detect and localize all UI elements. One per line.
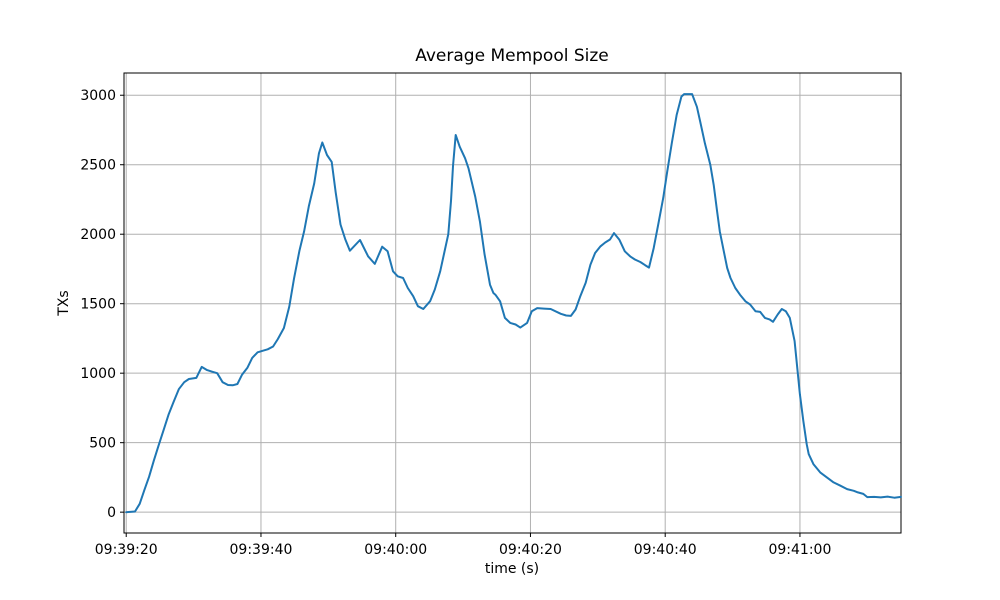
x-tick-label: 09:39:40 (230, 542, 293, 558)
y-tick-label: 500 (89, 436, 116, 452)
y-tick-label: 0 (107, 505, 116, 521)
axis-ticks (120, 94, 801, 537)
x-tick-label: 09:40:00 (364, 542, 427, 558)
y-tick-label: 1000 (80, 366, 116, 382)
y-tick-label: 2500 (80, 158, 116, 174)
mempool-size-line (125, 93, 902, 514)
x-axis-label: time (s) (485, 561, 539, 577)
y-tick-label: 1500 (80, 297, 116, 313)
x-tick-label: 09:41:00 (768, 542, 831, 558)
y-axis-label: TXs (56, 290, 72, 316)
chart-title: Average Mempool Size (415, 46, 609, 66)
axes-spines (123, 72, 902, 534)
y-tick-label: 2000 (80, 227, 116, 243)
y-tick-label: 3000 (80, 88, 116, 104)
x-tick-label: 09:40:40 (634, 542, 697, 558)
x-tick-label: 09:39:20 (95, 542, 158, 558)
data-series (125, 93, 902, 514)
x-tick-label: 09:40:20 (499, 542, 562, 558)
axis-tick-labels: 09:39:20 09:39:40 09:40:00 09:40:20 09:40:40… (80, 88, 831, 558)
grid-lines (124, 73, 901, 533)
plot-border (123, 72, 902, 534)
